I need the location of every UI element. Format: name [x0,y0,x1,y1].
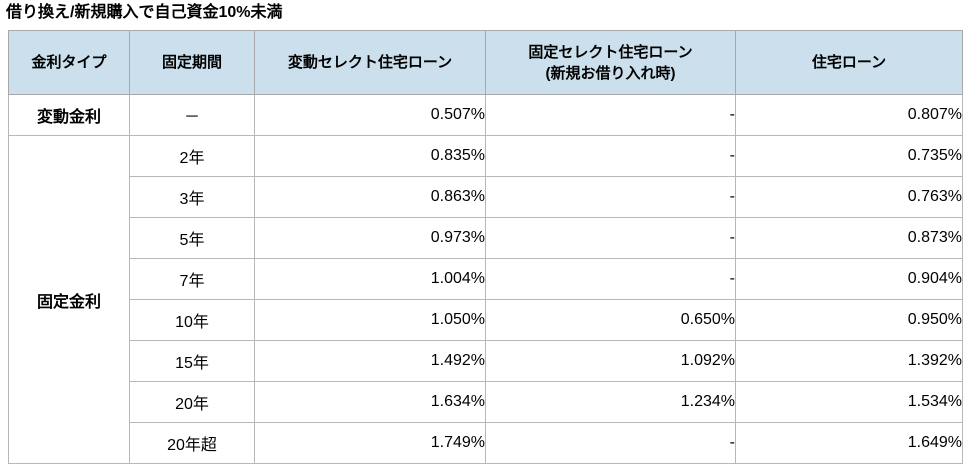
table-row: 固定金利 2年 0.835% -0.735% [8,135,963,464]
col-header-rate-type: 金利タイプ [8,30,130,95]
col-header-kotei-select-loan-sublabel: (新規お借り入れ時) [545,64,676,82]
jutaku-loan-rate-cell: 0.950% [735,299,963,341]
fixed-period-cell: 5年 [129,217,255,259]
kotei-select-rate-cell: - [485,94,736,136]
table-row: 7年 1.004% -0.904% [9,258,963,300]
fixed-period-cell: 2年 [129,135,255,177]
jutaku-loan-rate-cell: 1.649% [735,422,963,464]
rate-type-cell: 変動金利 [8,94,130,136]
jutaku-loan-rate-cell: 0.763% [735,176,963,218]
fixed-period-cell: － [129,94,255,136]
rate-type-cell: 固定金利 [8,135,130,464]
table-row: 20年 1.634% 1.234% 1.534% [9,381,963,423]
fixed-period-cell: 3年 [129,176,255,218]
fixed-period-cell: 10年 [129,299,255,341]
rates-table-body: 変動金利－ 0.507% -0.807% 固定金利 2年 0.835% -0.735% 3年 0… [8,94,963,464]
rates-table: 金利タイプ 固定期間 変動セレクト住宅ローン 固定セレクト住宅ローン (新規お借… [8,30,963,464]
hendo-select-rate-cell: 1.004% [254,258,486,300]
fixed-period-cell: 15年 [129,340,255,382]
kotei-select-rate-cell: 1.234% [485,381,736,423]
fixed-period-cell: 20年超 [129,422,255,464]
page-title: 借り換え/新規購入で自己資金10%未満 [6,4,283,21]
jutaku-loan-rate-cell: 0.807% [735,94,963,136]
col-header-fixed-period: 固定期間 [129,30,255,95]
table-row: 10年 1.050% 0.650% 0.950% [9,299,963,341]
hendo-select-rate-cell: 0.863% [254,176,486,218]
jutaku-loan-rate-cell: 0.735% [735,135,963,177]
kotei-select-rate-cell: - [485,422,736,464]
hendo-select-rate-cell: 1.050% [254,299,486,341]
kotei-select-rate-cell: - [485,217,736,259]
kotei-select-rate-cell: - [485,176,736,218]
table-row: 3年 0.863% -0.763% [9,176,963,218]
kotei-select-rate-cell: 0.650% [485,299,736,341]
jutaku-loan-rate-cell: 0.873% [735,217,963,259]
hendo-select-rate-cell: 0.835% [254,135,486,177]
hendo-select-rate-cell: 1.492% [254,340,486,382]
table-row: 5年 0.973% -0.873% [9,217,963,259]
hendo-select-rate-cell: 0.507% [254,94,486,136]
col-header-jutaku-loan: 住宅ローン [735,30,963,95]
jutaku-loan-rate-cell: 1.534% [735,381,963,423]
table-row: 変動金利－ 0.507% -0.807% [8,94,963,136]
table-row: 15年 1.492% 1.092% 1.392% [9,340,963,382]
jutaku-loan-rate-cell: 1.392% [735,340,963,382]
table-row: 20年超 1.749% -1.649% [9,422,963,464]
hendo-select-rate-cell: 1.749% [254,422,486,464]
kotei-select-rate-cell: - [485,135,736,177]
hendo-select-rate-cell: 0.973% [254,217,486,259]
kotei-select-rate-cell: 1.092% [485,340,736,382]
kotei-select-rate-cell: - [485,258,736,300]
fixed-period-cell: 7年 [129,258,255,300]
col-header-kotei-select-loan: 固定セレクト住宅ローン (新規お借り入れ時) [485,30,736,95]
col-header-hendo-select-loan: 変動セレクト住宅ローン [254,30,486,95]
header-row: 金利タイプ 固定期間 変動セレクト住宅ローン 固定セレクト住宅ローン (新規お借… [8,30,963,95]
fixed-period-cell: 20年 [129,381,255,423]
hendo-select-rate-cell: 1.634% [254,381,486,423]
col-header-kotei-select-loan-label: 固定セレクト住宅ローン [528,43,693,61]
jutaku-loan-rate-cell: 0.904% [735,258,963,300]
